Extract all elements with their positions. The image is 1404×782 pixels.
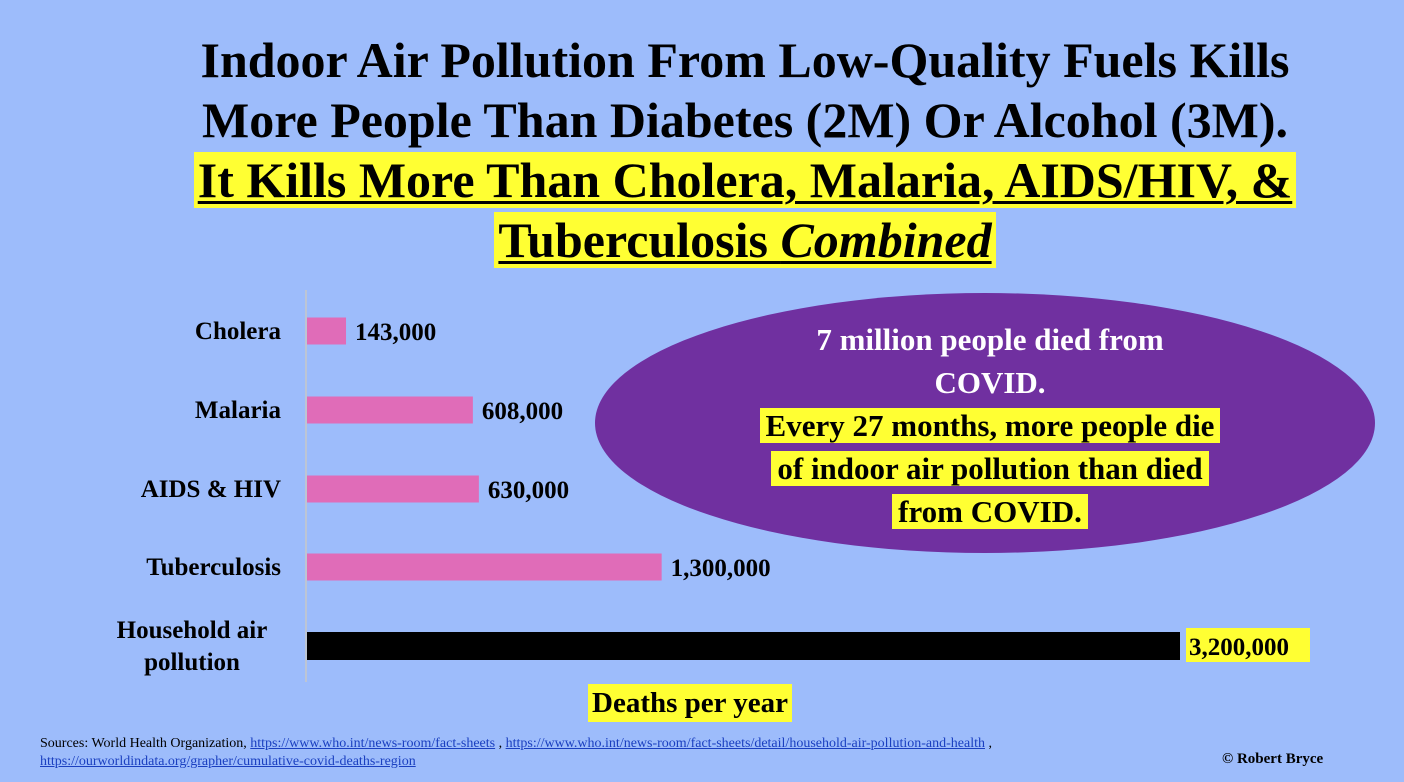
title-line-2: More People Than Diabetes (2M) Or Alcoho… [202,92,1288,148]
value-label: 630,000 [488,477,569,504]
category-label: Household air pollution [117,617,268,676]
callout-text: 7 million people died from COVID. Every … [650,318,1330,533]
category-label: Cholera [195,318,282,345]
chart-title: Indoor Air Pollution From Low-Quality Fu… [100,30,1390,270]
title-line-4-text: Tuberculosis [498,212,781,268]
callout-line-2: COVID. [934,365,1046,400]
bar-cholera [307,317,347,345]
callout-line-1: 7 million people died from [816,322,1164,357]
bar-aids-hiv [307,475,479,503]
bar-tuberculosis [307,553,662,581]
sources-prefix: Sources: World Health Organization, [40,736,251,751]
sources-suffix: , [984,736,992,751]
copyright: © Robert Bryce [1222,751,1324,767]
title-line-3: It Kills More Than Cholera, Malaria, AID… [193,152,1297,208]
title-line-4-emphasis: Combined [780,212,992,268]
sources-note: Sources: World Health Organization, http… [40,735,1140,771]
source-link-1[interactable]: https://www.who.int/news-room/fact-sheet… [250,736,496,751]
callout-highlight-2: of indoor air pollution than died [771,451,1209,486]
bar-household-air-pollution [307,632,1180,660]
value-label: 608,000 [482,398,563,425]
value-label: 3,200,000 [1189,634,1289,661]
title-line-1: Indoor Air Pollution From Low-Quality Fu… [200,32,1290,88]
category-label: Malaria [195,397,282,424]
category-label: Tuberculosis [146,554,281,581]
source-link-2[interactable]: https://www.who.int/news-room/fact-sheet… [505,736,985,751]
bar-malaria [307,396,473,424]
value-label: 1,300,000 [671,555,771,582]
x-axis-label: Deaths per year [588,684,792,722]
callout-highlight-1: Every 27 months, more people die [759,408,1221,443]
source-link-3[interactable]: https://ourworldindata.org/grapher/cumul… [40,754,416,769]
callout-highlight-3: from COVID. [892,494,1088,529]
category-label: AIDS & HIV [141,476,281,503]
bars-group: Cholera 143,000 Malaria 608,000 AIDS & HIV 63… [117,317,1310,676]
value-label: 143,000 [355,319,436,346]
value-label-highlight [1186,628,1310,662]
sources-sep: , [495,736,506,751]
title-line-4: Tuberculosis Combined [494,212,996,268]
